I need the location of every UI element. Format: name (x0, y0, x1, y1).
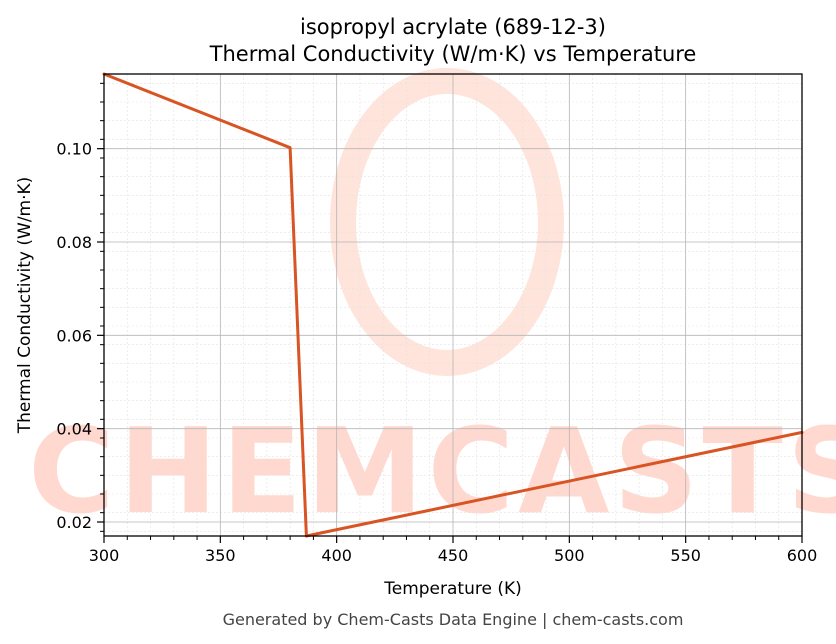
footer-credit: Generated by Chem-Casts Data Engine | ch… (223, 610, 684, 629)
watermark: CHEMCASTS (28, 68, 836, 540)
x-tick-label: 500 (554, 546, 585, 565)
axis-ticks (97, 82, 803, 543)
x-axis-label: Temperature (K) (383, 579, 522, 599)
x-tick-label: 350 (205, 546, 236, 565)
y-tick-label: 0.10 (56, 140, 92, 159)
x-tick-label: 550 (670, 546, 701, 565)
y-tick-label: 0.06 (56, 326, 92, 345)
chart-title: isopropyl acrylate (689-12-3) (300, 15, 606, 39)
x-tick-label: 450 (438, 546, 469, 565)
watermark-text: CHEMCASTS (28, 402, 836, 540)
chart-subtitle: Thermal Conductivity (W/m·K) vs Temperat… (209, 42, 697, 66)
x-tick-label: 400 (321, 546, 352, 565)
x-tick-label: 600 (787, 546, 818, 565)
series-layer (102, 72, 804, 538)
y-tick-labels: 0.02 0.04 0.06 0.08 0.10 (56, 140, 92, 532)
watermark-logo-ring (330, 68, 564, 376)
x-tick-labels: 300 350 400 450 500 550 600 (89, 546, 818, 565)
y-tick-label: 0.02 (56, 513, 92, 532)
y-tick-label: 0.08 (56, 233, 92, 252)
series-line (102, 72, 804, 538)
y-axis-label: Thermal Conductivity (W/m·K) (15, 177, 35, 435)
x-tick-label: 300 (89, 546, 120, 565)
y-tick-label: 0.04 (56, 420, 92, 439)
